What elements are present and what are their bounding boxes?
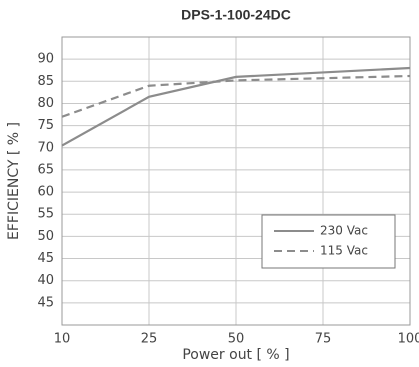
chart-title: DPS-1-100-24DC (181, 7, 291, 23)
y-tick-label: 85 (37, 74, 54, 89)
y-tick-label: 70 (37, 140, 54, 155)
y-axis-label: EFFICIENCY [ % ] (6, 122, 22, 240)
y-tick-label: 55 (37, 207, 54, 222)
x-tick-label: 75 (315, 332, 332, 347)
x-tick-label: 10 (54, 332, 71, 347)
y-tick-label: 45 (37, 295, 54, 310)
y-tick-label: 80 (37, 96, 54, 111)
y-tick-label: 90 (37, 52, 54, 67)
series-line (61, 66, 411, 147)
legend-label: 115 Vac (320, 244, 368, 258)
x-axis-label: Power out [ % ] (182, 347, 289, 363)
y-tick-label: 50 (37, 229, 54, 244)
y-tick-label: 45 (37, 251, 54, 266)
x-tick-label: 50 (228, 332, 245, 347)
plot-frame (61, 36, 411, 326)
y-tick-label: 65 (37, 162, 54, 177)
y-tick-label: 75 (37, 118, 54, 133)
y-tick-label: 40 (37, 273, 54, 288)
legend-label: 230 Vac (320, 224, 368, 238)
x-tick-label: 100 (398, 332, 419, 347)
x-tick-label: 25 (141, 332, 158, 347)
y-tick-label: 60 (37, 185, 54, 200)
legend-box (261, 214, 396, 269)
